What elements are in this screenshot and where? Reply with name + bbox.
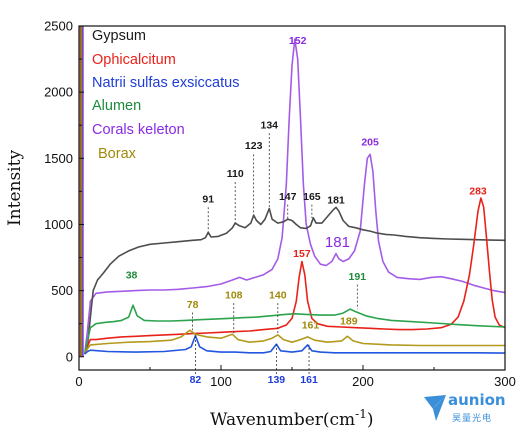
peak-label: 283 xyxy=(469,186,487,198)
peak-label: 181 xyxy=(327,194,345,206)
y-tick-label: 1500 xyxy=(44,151,73,166)
x-axis-title: Wavenumber(cm-1) xyxy=(210,407,374,430)
legend-entry-corals-keleton: Corals keleton xyxy=(92,122,185,138)
peak-label: 205 xyxy=(361,137,379,149)
y-tick-label: 2000 xyxy=(44,85,73,100)
legend-entry-natrii-sulfas-exsiccatus: Natrii sulfas exsiccatus xyxy=(92,75,239,91)
peak-label: 161 xyxy=(302,319,320,331)
series-layer xyxy=(79,26,505,357)
axis-ticks: 0 100 200 300 0 500 1000 1500 2000 2500 xyxy=(44,19,516,390)
x-tick-label: 300 xyxy=(494,374,516,389)
peak-label: 161 xyxy=(300,374,318,386)
peak-label: 157 xyxy=(293,248,311,260)
series-line-alumen xyxy=(83,304,505,355)
peak-label: 78 xyxy=(187,299,199,311)
brand-logo-icon xyxy=(424,395,446,421)
x-tick-label: 0 xyxy=(75,374,82,389)
legend-entry-alumen: Alumen xyxy=(92,98,141,114)
peak-label: 147 xyxy=(279,191,297,203)
peak-label: 152 xyxy=(289,35,307,47)
x-tick-label: 200 xyxy=(352,374,374,389)
peak-label: 108 xyxy=(225,290,243,302)
x-tick-label: 100 xyxy=(210,374,232,389)
y-tick-label: 1000 xyxy=(44,217,73,232)
series-line-borax xyxy=(83,329,505,355)
x-axis-title-main: Wavenumber(cm xyxy=(210,410,355,430)
legend-entry-ophicalcitum: Ophicalcitum xyxy=(92,52,176,68)
brand-name: aunion xyxy=(448,391,506,409)
x-axis-title-sup: -1 xyxy=(355,407,367,421)
legend-entry-borax: Borax xyxy=(98,146,137,162)
peak-label: 82 xyxy=(190,374,202,386)
brand-name-cn: 昊量光电 xyxy=(452,414,493,424)
peak-label: 139 xyxy=(268,374,286,386)
peak-label: 189 xyxy=(340,315,358,327)
y-axis-title: Intensity xyxy=(5,150,25,226)
y-tick-label: 500 xyxy=(51,283,73,298)
y-tick-label: 2500 xyxy=(44,19,73,34)
legend: Gypsum Ophicalcitum Natrii sulfas exsiccat… xyxy=(92,28,239,162)
peak-label: 140 xyxy=(269,290,287,302)
peak-label: 110 xyxy=(227,168,244,180)
y-tick-label: 0 xyxy=(66,349,73,364)
brand-watermark: aunion 昊量光电 xyxy=(418,391,516,429)
peak-label: 181 xyxy=(325,234,350,251)
peak-label: 165 xyxy=(303,191,321,203)
peak-label: 91 xyxy=(202,194,214,206)
peak-label: 123 xyxy=(245,140,263,152)
series-line-corals-keleton xyxy=(83,38,505,355)
peak-label: 191 xyxy=(349,271,367,283)
peak-label: 38 xyxy=(126,270,138,282)
series-line-gypsum xyxy=(83,206,505,355)
series-line-natrii-sulfas-exsiccatus xyxy=(84,334,505,355)
x-axis-title-close: ) xyxy=(367,410,374,430)
peak-labels: 91 110 123 134 147 165 181 152 205 181 283 157 38 191… xyxy=(126,35,487,386)
legend-entry-gypsum: Gypsum xyxy=(92,28,146,44)
series-line-ophicalcitum xyxy=(83,197,505,355)
peak-label: 134 xyxy=(261,120,279,132)
peak-guide-lines xyxy=(192,133,358,374)
